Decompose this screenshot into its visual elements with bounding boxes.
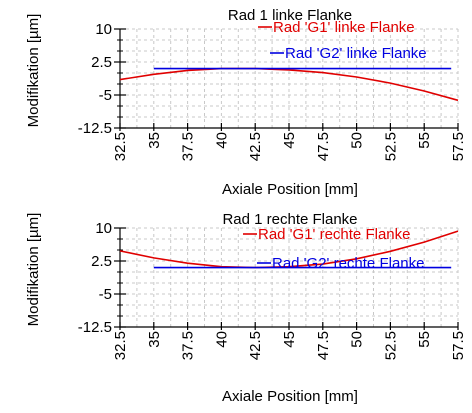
x-tick-label: 37.5 — [180, 132, 197, 161]
x-tick-label: 42.5 — [247, 331, 264, 360]
x-tick-label: 55 — [416, 132, 433, 149]
x-tick-label: 37.5 — [180, 331, 197, 360]
x-tick-label: 35 — [146, 132, 163, 149]
x-tick-label: 47.5 — [315, 132, 332, 161]
y-tick-label: 2.5 — [91, 54, 112, 71]
x-tick-label: 45 — [281, 132, 298, 149]
x-tick-label: 55 — [416, 331, 433, 348]
grid — [119, 28, 459, 129]
x-tick-label: 47.5 — [315, 331, 332, 360]
x-tick-label: 57.5 — [450, 132, 467, 161]
y-tick-label: 2.5 — [91, 253, 112, 270]
chart-panel-linke-flanke: Rad 1 linke Flanke 10 2.5 -5 -12.532.5 35 37.5… — [25, 7, 467, 198]
y-tick-label: -5 — [99, 87, 112, 104]
x-tick-label: 45 — [281, 331, 298, 348]
x-tick-label: 35 — [146, 331, 163, 348]
y-tick-label: 10 — [95, 220, 112, 237]
x-tick-label: 50 — [349, 132, 366, 149]
x-tick-label: 40 — [213, 132, 230, 149]
legend: Rad 'G1' linke Flanke Rad 'G2' linke Flan… — [258, 19, 427, 62]
series-line-g1 — [119, 67, 459, 102]
x-tick-label: 52.5 — [382, 132, 399, 161]
legend-label: Rad 'G1' linke Flanke — [273, 19, 415, 36]
x-tick-label: 40 — [213, 331, 230, 348]
y-axis-label: Modifikation [µm] — [25, 14, 42, 128]
y-axis-label: Modifikation [µm] — [25, 213, 42, 327]
legend-label: Rad 'G2' linke Flanke — [285, 45, 427, 62]
x-tick-label: 50 — [349, 331, 366, 348]
y-tick-label: 10 — [95, 21, 112, 38]
x-axis-label: Axiale Position [mm] — [222, 388, 358, 405]
chart-title: Rad 1 rechte Flanke — [222, 211, 357, 228]
x-tick-label: 32.5 — [112, 132, 129, 161]
x-tick-label: 42.5 — [247, 132, 264, 161]
grid — [119, 227, 459, 328]
x-tick-label: 32.5 — [112, 331, 129, 360]
y-tick-label: -12.5 — [78, 120, 112, 137]
y-tick-label: -12.5 — [78, 319, 112, 336]
x-axis-label: Axiale Position [mm] — [222, 181, 358, 198]
x-tick-label: 52.5 — [382, 331, 399, 360]
y-tick-label: -5 — [99, 286, 112, 303]
chart-panel-rechte-flanke: Rad 1 rechte Flanke 10 2.5 -5 -12.532.5 35 37.… — [25, 211, 467, 405]
x-tick-label: 57.5 — [450, 331, 467, 360]
legend-label: Rad 'G1' rechte Flanke — [258, 226, 410, 243]
chart-title: Rad 1 linke Flanke — [228, 7, 352, 24]
series-line-g1 — [119, 230, 459, 269]
legend-label: Rad 'G2' rechte Flanke — [272, 255, 424, 272]
legend: Rad 'G1' rechte Flanke Rad 'G2' rechte Fl… — [243, 226, 424, 272]
